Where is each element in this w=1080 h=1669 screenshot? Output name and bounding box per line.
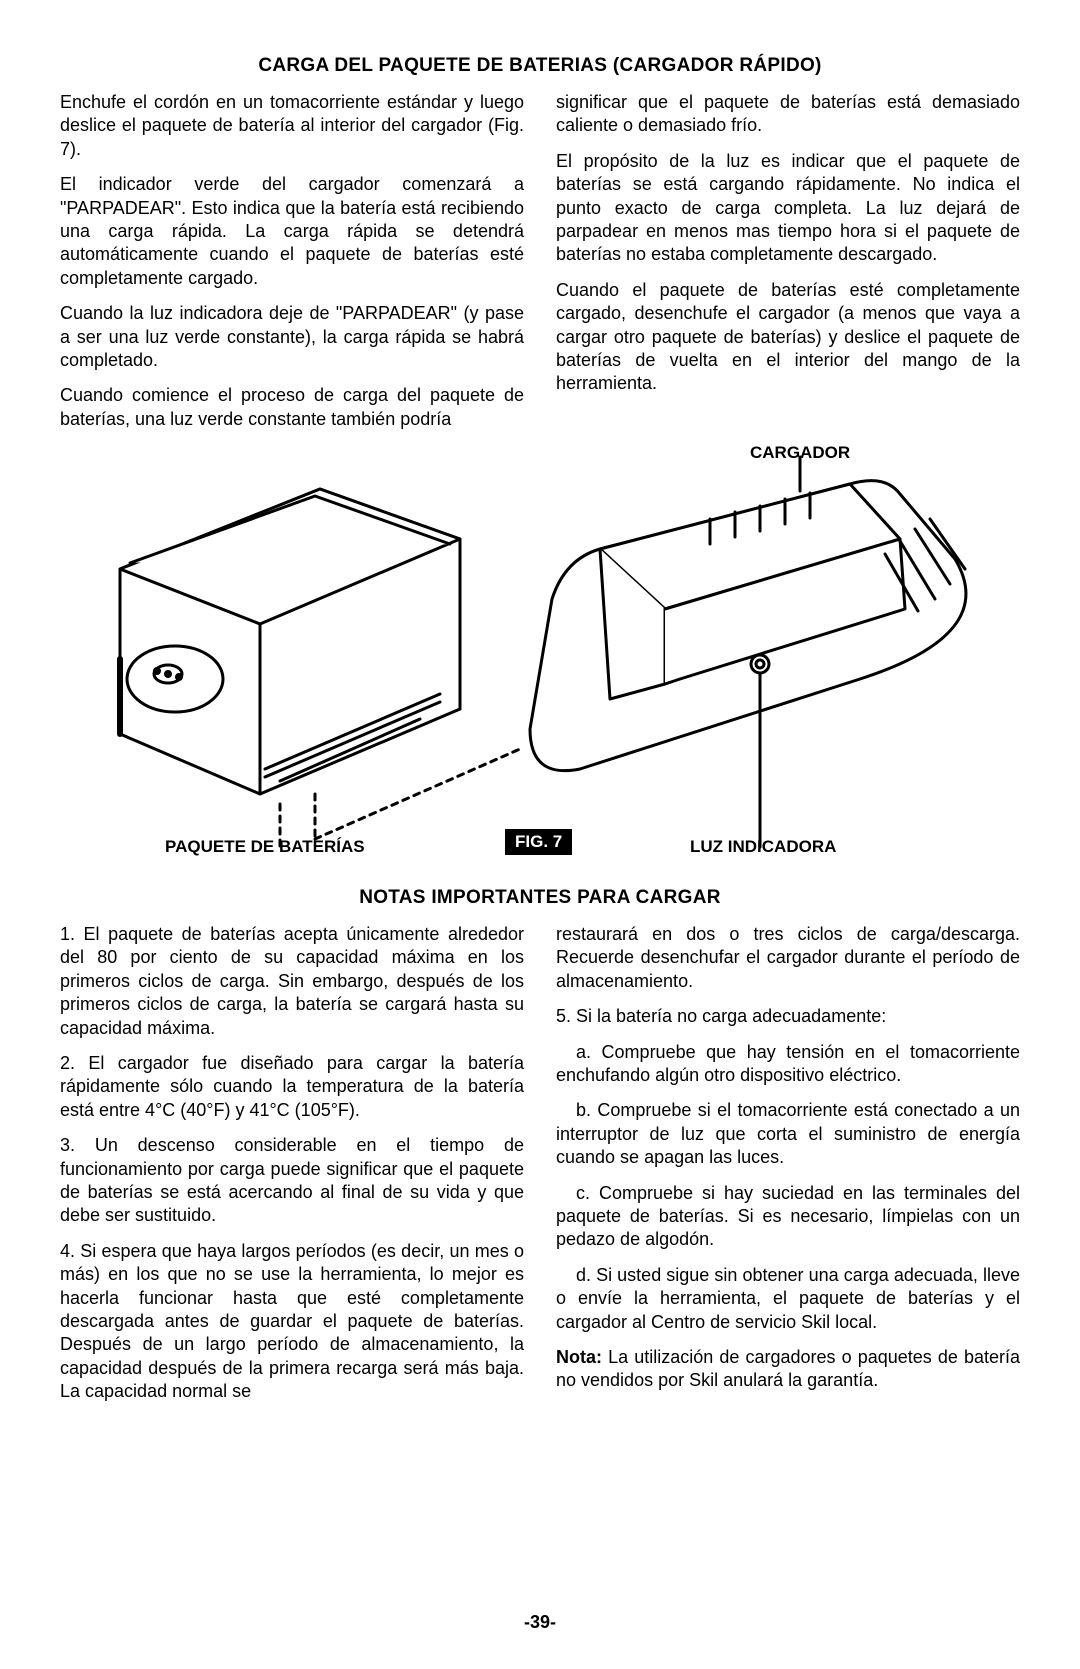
s1-p1: Enchufe el cordón en un tomacorriente es… bbox=[60, 91, 524, 161]
nota-paragraph: Nota: La utilización de cargadores o paq… bbox=[556, 1346, 1020, 1393]
battery-pack-illustration bbox=[60, 449, 1020, 859]
label-cargador: CARGADOR bbox=[750, 443, 850, 463]
s2-p3: 3. Un descenso considerable en el tiempo… bbox=[60, 1134, 524, 1228]
section1-title: CARGA DEL PAQUETE DE BATERIAS (CARGADOR … bbox=[60, 55, 1020, 77]
nota-text: La utilización de cargadores o paquetes … bbox=[556, 1347, 1020, 1390]
figure-7: CARGADOR PAQUETE DE BATERÍAS LUZ INDICAD… bbox=[60, 449, 1020, 859]
s2-p6: 5. Si la batería no carga adecuadamente: bbox=[556, 1005, 1020, 1028]
s2-p10: d. Si usted sigue sin obtener una carga … bbox=[556, 1264, 1020, 1334]
nota-label: Nota: bbox=[556, 1347, 602, 1367]
page-number: -39- bbox=[0, 1612, 1080, 1633]
section2-title: NOTAS IMPORTANTES PARA CARGAR bbox=[60, 887, 1020, 909]
s1-p4: Cuando comience el proceso de carga del … bbox=[60, 384, 524, 431]
section2-body: 1. El paquete de baterías acepta únicame… bbox=[60, 923, 1020, 1410]
s2-p5: restaurará en dos o tres ciclos de carga… bbox=[556, 923, 1020, 993]
section1-body: Enchufe el cordón en un tomacorriente es… bbox=[60, 91, 1020, 431]
s2-p9: c. Compruebe si hay suciedad en las term… bbox=[556, 1182, 1020, 1252]
label-luz: LUZ INDICADORA bbox=[690, 837, 836, 857]
figure-badge: FIG. 7 bbox=[505, 829, 572, 855]
s1-p3: Cuando la luz indicadora deje de "PARPAD… bbox=[60, 302, 524, 372]
s1-p5: significar que el paquete de baterías es… bbox=[556, 91, 1020, 138]
s2-p8: b. Compruebe si el tomacorriente está co… bbox=[556, 1099, 1020, 1169]
s2-p1: 1. El paquete de baterías acepta únicame… bbox=[60, 923, 524, 1040]
s1-p7: Cuando el paquete de baterías esté compl… bbox=[556, 279, 1020, 396]
label-paquete: PAQUETE DE BATERÍAS bbox=[165, 837, 365, 857]
s1-p2: El indicador verde del cargador comenzar… bbox=[60, 173, 524, 290]
s2-p4: 4. Si espera que haya largos períodos (e… bbox=[60, 1240, 524, 1404]
s2-p7: a. Compruebe que hay tensión en el tomac… bbox=[556, 1041, 1020, 1088]
s2-p2: 2. El cargador fue diseñado para cargar … bbox=[60, 1052, 524, 1122]
s1-p6: El propósito de la luz es indicar que el… bbox=[556, 150, 1020, 267]
page: CARGA DEL PAQUETE DE BATERIAS (CARGADOR … bbox=[0, 0, 1080, 1669]
